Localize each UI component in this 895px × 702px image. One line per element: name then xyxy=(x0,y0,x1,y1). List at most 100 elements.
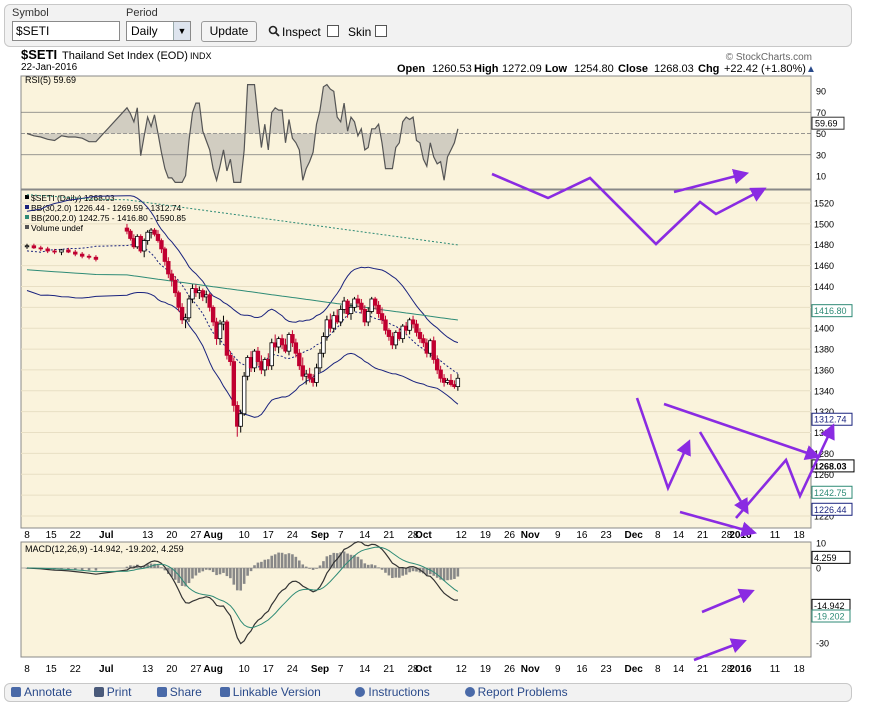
price-tick-label: 1440 xyxy=(814,282,834,292)
period-select[interactable]: Daily ▼ xyxy=(126,21,191,41)
macd-histogram-bar xyxy=(456,568,460,577)
chart-footer: Annotate Print Share Linkable Version Instru… xyxy=(4,683,852,702)
x-axis-label: 8 xyxy=(655,664,661,675)
macd-histogram-bar xyxy=(404,568,408,575)
price-candle xyxy=(414,319,419,337)
footer-link-report-problems[interactable]: Report Problems xyxy=(464,685,568,699)
legend-swatch xyxy=(25,215,29,219)
x-axis-label: 9 xyxy=(555,664,561,675)
macd-histogram-bar xyxy=(129,565,132,568)
price-candle xyxy=(52,248,57,255)
price-candle xyxy=(410,315,416,329)
macd-histogram-bar xyxy=(449,568,453,580)
macd-histogram-bar xyxy=(198,568,201,573)
x-axis-label: 21 xyxy=(697,530,709,541)
price-tick-label: 1320 xyxy=(814,407,834,417)
x-axis-label: 20 xyxy=(166,530,178,541)
rsi-tick-label: 50 xyxy=(816,129,826,139)
x-axis-label: 28 xyxy=(721,530,733,541)
macd-histogram-bar xyxy=(318,565,322,568)
x-axis-label: 27 xyxy=(190,530,202,541)
up-arrow-icon: ▲ xyxy=(806,64,816,75)
x-axis-label: Aug xyxy=(203,664,222,675)
price-tick-label: 1500 xyxy=(814,219,834,229)
rsi-tick-label: 90 xyxy=(816,87,826,97)
annotation-arrow xyxy=(701,588,755,614)
macd-histogram-bar xyxy=(329,554,332,568)
price-panel xyxy=(20,189,812,529)
x-axis-label: 8 xyxy=(24,664,30,675)
macd-histogram-bar xyxy=(242,568,246,584)
skin-checkbox[interactable] xyxy=(375,25,387,37)
x-axis-label: 13 xyxy=(142,664,154,675)
macd-histogram-bar xyxy=(342,551,346,568)
x-axis-label: 13 xyxy=(142,530,154,541)
low-value: 1254.80 xyxy=(574,63,614,75)
macd-histogram-bar xyxy=(160,567,163,569)
chg-value: +22.42 (+1.80%) xyxy=(724,63,806,75)
macd-histogram-bar xyxy=(246,568,249,576)
annotation-arrow xyxy=(698,431,749,515)
macd-tick-label: 0 xyxy=(816,564,821,574)
legend-swatch xyxy=(25,225,29,229)
price-candle xyxy=(152,228,157,237)
price-candle xyxy=(290,330,295,347)
x-axis-label: 12 xyxy=(456,664,468,675)
price-candle xyxy=(38,245,43,251)
annotation-arrow xyxy=(673,169,750,194)
high-label: High xyxy=(474,63,499,75)
price-candle xyxy=(417,328,423,343)
macd-tick-label: 10 xyxy=(816,539,826,549)
chart-toolbar: Symbol Period Daily ▼ Update Inspect Ski… xyxy=(4,4,852,47)
price-candle xyxy=(176,290,181,312)
x-axis-label: 8 xyxy=(24,530,30,541)
x-axis-label: 17 xyxy=(263,530,275,541)
price-candle xyxy=(207,292,212,312)
x-axis-label: Dec xyxy=(624,664,643,675)
period-value: Daily xyxy=(131,24,158,38)
macd-histogram-bar xyxy=(301,564,305,568)
symbol-input[interactable] xyxy=(12,21,120,41)
price-candle xyxy=(421,334,426,347)
price-tick-label: 1340 xyxy=(814,386,834,396)
price-candle xyxy=(376,301,381,318)
macd-histogram-bar xyxy=(184,568,187,587)
macd-histogram-bar xyxy=(163,568,167,571)
footer-link-print[interactable]: Print xyxy=(93,685,131,699)
bookmark-icon xyxy=(219,687,230,697)
price-value-label-box xyxy=(811,304,853,318)
macd-histogram-bar xyxy=(201,568,205,572)
x-axis-label: 28 xyxy=(721,664,733,675)
footer-link-linkable-version[interactable]: Linkable Version xyxy=(219,685,321,699)
pencil-icon xyxy=(11,687,21,697)
footer-link-annotate[interactable]: Annotate xyxy=(11,685,72,699)
x-axis-label: 8 xyxy=(655,530,661,541)
price-value-label: 1416.80 xyxy=(814,306,847,316)
price-candle xyxy=(400,324,405,343)
rsi-line xyxy=(26,83,459,183)
x-axis-label: 15 xyxy=(46,664,58,675)
share-icon xyxy=(156,687,167,697)
footer-link-share[interactable]: Share xyxy=(156,685,202,699)
price-candle xyxy=(155,230,161,243)
price-candle xyxy=(224,319,230,360)
x-axis-label: 24 xyxy=(287,530,299,541)
macd-histogram-bar xyxy=(256,562,260,568)
price-candle xyxy=(431,336,436,364)
price-candle xyxy=(255,346,261,366)
inspect-checkbox[interactable] xyxy=(327,25,339,37)
x-axis-label: 12 xyxy=(456,530,468,541)
chart-symbol: $SETI xyxy=(21,47,57,62)
footer-link-instructions[interactable]: Instructions xyxy=(355,685,430,699)
price-candle xyxy=(307,367,312,383)
x-axis-label: 24 xyxy=(287,664,299,675)
macd-histogram-bar xyxy=(208,568,211,571)
macd-value-label: -19.202 xyxy=(814,612,845,622)
update-button[interactable]: Update xyxy=(201,21,257,42)
macd-signal-line xyxy=(26,546,459,629)
macd-histogram-bar xyxy=(408,568,411,573)
price-candle xyxy=(145,230,150,245)
macd-histogram-bar xyxy=(284,554,287,568)
macd-histogram-bar xyxy=(366,564,370,568)
macd-histogram-bar xyxy=(394,568,398,578)
